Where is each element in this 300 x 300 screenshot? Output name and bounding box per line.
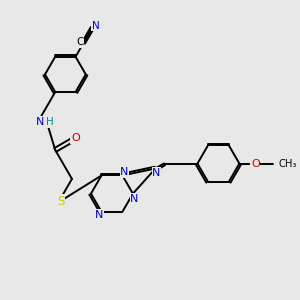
Text: O: O — [71, 133, 80, 143]
Text: CH₃: CH₃ — [278, 159, 296, 169]
Text: N: N — [120, 167, 129, 177]
Text: N: N — [92, 21, 100, 31]
Text: N: N — [130, 194, 139, 204]
Text: N: N — [36, 117, 45, 127]
Text: C: C — [76, 37, 83, 47]
Text: N: N — [152, 168, 160, 178]
Text: S: S — [57, 195, 64, 208]
Text: N: N — [95, 210, 103, 220]
Text: H: H — [46, 117, 53, 128]
Text: O: O — [251, 159, 260, 169]
